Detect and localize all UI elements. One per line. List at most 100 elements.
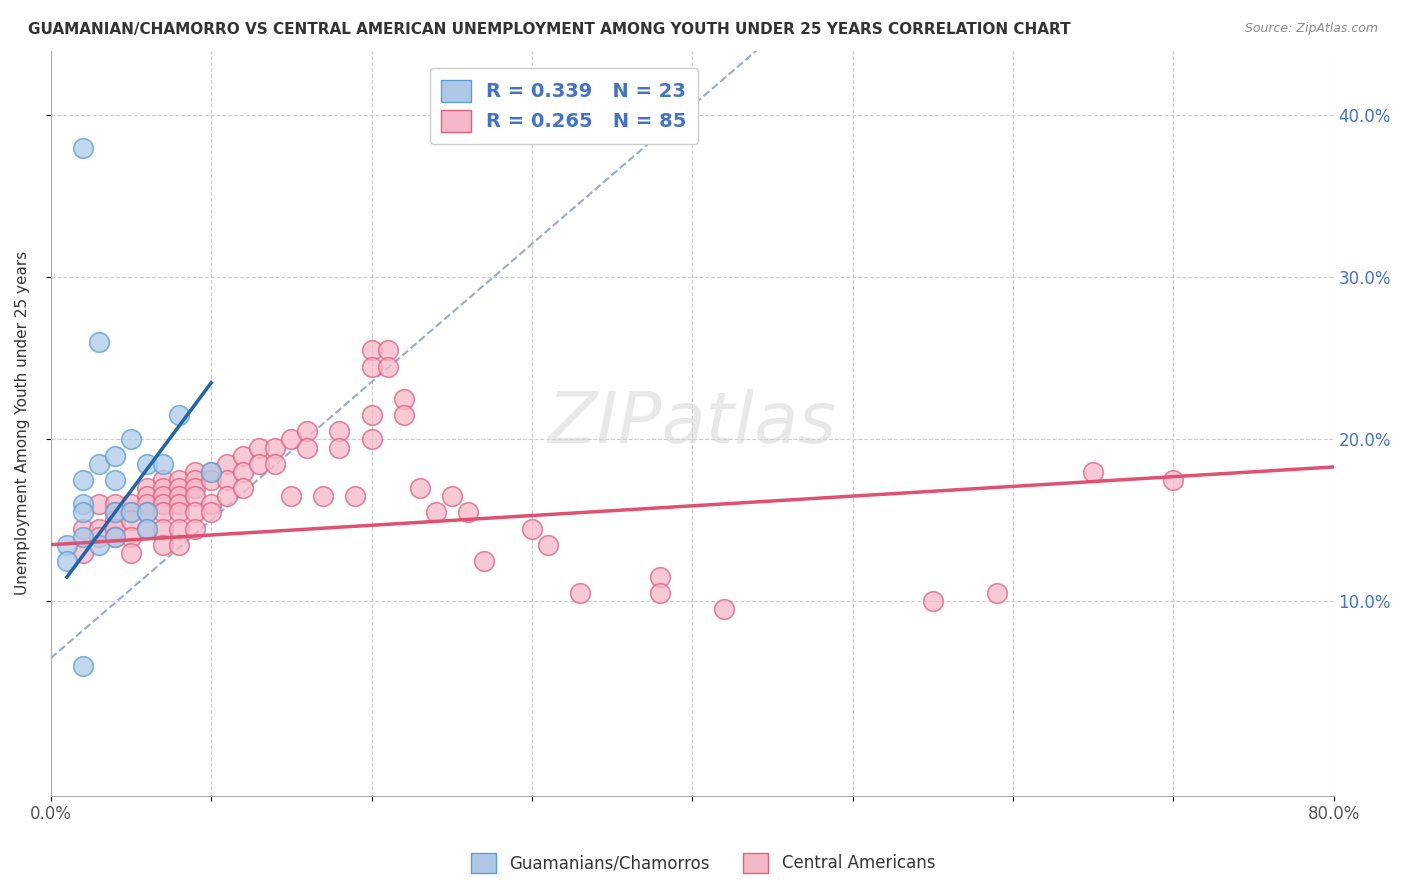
Point [87, 497, 110, 511]
Point [72, 497, 94, 511]
Point [120, 433, 142, 447]
Point [104, 505, 127, 519]
Point [360, 408, 382, 422]
Point [72, 521, 94, 535]
Point [328, 425, 350, 439]
Point [72, 659, 94, 673]
Point [377, 359, 399, 374]
Point [1081, 465, 1104, 479]
Point [184, 481, 207, 495]
Point [217, 473, 239, 487]
Point [184, 465, 207, 479]
Point [152, 505, 174, 519]
Point [392, 392, 415, 406]
Point [56, 538, 79, 552]
Point [986, 586, 1008, 600]
Point [1161, 473, 1184, 487]
Point [360, 343, 382, 358]
Point [152, 489, 174, 503]
Point [167, 481, 190, 495]
Point [104, 530, 127, 544]
Point [312, 489, 335, 503]
Point [425, 505, 447, 519]
Point [232, 465, 254, 479]
Point [104, 513, 127, 527]
Point [247, 441, 270, 455]
Legend: R = 0.339   N = 23, R = 0.265   N = 85: R = 0.339 N = 23, R = 0.265 N = 85 [430, 68, 699, 144]
Point [184, 489, 207, 503]
Point [120, 513, 142, 527]
Point [537, 538, 560, 552]
Point [136, 521, 159, 535]
Point [136, 481, 159, 495]
Point [152, 481, 174, 495]
Point [217, 457, 239, 471]
Point [520, 521, 543, 535]
Point [392, 408, 415, 422]
Point [167, 521, 190, 535]
Point [72, 141, 94, 155]
Point [104, 521, 127, 535]
Point [184, 521, 207, 535]
Point [232, 481, 254, 495]
Point [440, 489, 463, 503]
Point [200, 473, 222, 487]
Point [152, 521, 174, 535]
Point [104, 505, 127, 519]
Point [217, 489, 239, 503]
Point [87, 530, 110, 544]
Point [136, 505, 159, 519]
Point [167, 473, 190, 487]
Point [280, 489, 302, 503]
Point [120, 546, 142, 560]
Point [87, 457, 110, 471]
Point [72, 473, 94, 487]
Point [104, 449, 127, 463]
Point [200, 465, 222, 479]
Point [136, 497, 159, 511]
Legend: Guamanians/Chamorros, Central Americans: Guamanians/Chamorros, Central Americans [464, 847, 942, 880]
Text: GUAMANIAN/CHAMORRO VS CENTRAL AMERICAN UNEMPLOYMENT AMONG YOUTH UNDER 25 YEARS C: GUAMANIAN/CHAMORRO VS CENTRAL AMERICAN U… [28, 22, 1071, 37]
Point [104, 530, 127, 544]
Point [56, 554, 79, 568]
Point [72, 530, 94, 544]
Point [297, 441, 319, 455]
Point [921, 594, 943, 608]
Point [184, 505, 207, 519]
Point [408, 481, 430, 495]
Point [136, 457, 159, 471]
Point [136, 489, 159, 503]
Point [344, 489, 367, 503]
Point [87, 521, 110, 535]
Point [713, 602, 735, 616]
Point [167, 505, 190, 519]
Point [280, 433, 302, 447]
Y-axis label: Unemployment Among Youth under 25 years: Unemployment Among Youth under 25 years [15, 251, 30, 595]
Text: ZIPatlas: ZIPatlas [548, 389, 837, 458]
Point [297, 425, 319, 439]
Point [264, 457, 287, 471]
Point [377, 343, 399, 358]
Point [120, 505, 142, 519]
Point [104, 473, 127, 487]
Point [152, 497, 174, 511]
Point [247, 457, 270, 471]
Text: Source: ZipAtlas.com: Source: ZipAtlas.com [1244, 22, 1378, 36]
Point [200, 497, 222, 511]
Point [167, 408, 190, 422]
Point [264, 441, 287, 455]
Point [120, 497, 142, 511]
Point [200, 465, 222, 479]
Point [569, 586, 592, 600]
Point [152, 538, 174, 552]
Point [136, 505, 159, 519]
Point [650, 570, 672, 584]
Point [328, 441, 350, 455]
Point [457, 505, 479, 519]
Point [72, 546, 94, 560]
Point [72, 505, 94, 519]
Point [232, 449, 254, 463]
Point [136, 521, 159, 535]
Point [167, 497, 190, 511]
Point [104, 497, 127, 511]
